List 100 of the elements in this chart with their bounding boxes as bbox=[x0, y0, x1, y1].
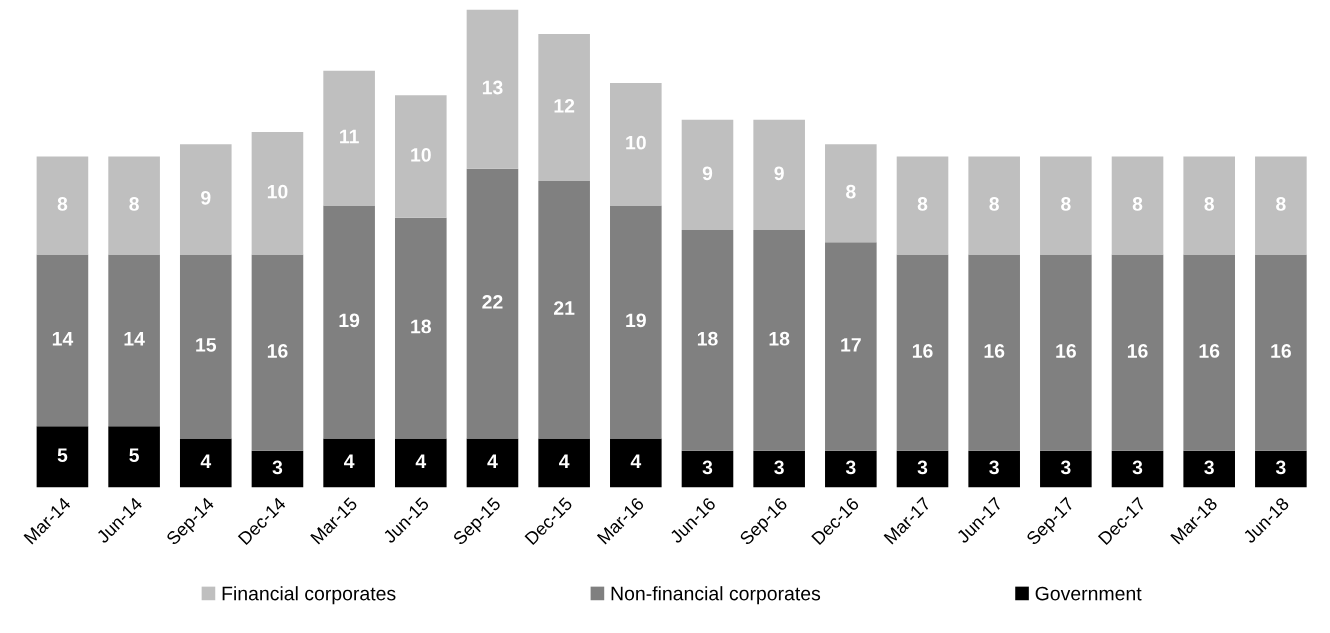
bar bbox=[466, 438, 519, 488]
bar bbox=[323, 70, 375, 206]
data-label: 18 bbox=[769, 331, 790, 346]
bar bbox=[825, 242, 877, 451]
data-label: 12 bbox=[554, 98, 575, 113]
bar bbox=[825, 144, 877, 243]
data-label: 3 bbox=[845, 460, 856, 475]
data-label: 11 bbox=[340, 129, 359, 144]
data-label: 21 bbox=[554, 301, 575, 315]
data-label: 8 bbox=[57, 197, 68, 211]
bar bbox=[36, 156, 89, 255]
bar bbox=[896, 156, 949, 255]
bar bbox=[179, 144, 232, 255]
data-label: 14 bbox=[52, 332, 74, 346]
data-label: 10 bbox=[626, 135, 646, 150]
bar bbox=[610, 83, 662, 206]
data-label: 9 bbox=[702, 166, 713, 181]
bar bbox=[896, 254, 949, 451]
bar bbox=[36, 254, 89, 427]
data-label: 15 bbox=[196, 338, 217, 352]
data-label: 4 bbox=[415, 454, 427, 468]
bar bbox=[251, 132, 304, 255]
bar bbox=[179, 254, 232, 439]
data-label: 13 bbox=[482, 80, 503, 95]
bar bbox=[466, 168, 519, 439]
data-label: 19 bbox=[339, 313, 360, 328]
bar bbox=[968, 450, 1020, 488]
bar bbox=[108, 426, 160, 488]
legend-label: Non-financial corporates bbox=[611, 586, 821, 605]
data-label: 8 bbox=[846, 184, 856, 199]
bar bbox=[1255, 450, 1307, 488]
data-label: 3 bbox=[1275, 460, 1286, 475]
bar bbox=[1040, 450, 1092, 488]
bar bbox=[538, 438, 590, 488]
bar bbox=[538, 34, 590, 182]
data-label: 3 bbox=[702, 460, 713, 475]
bar bbox=[1255, 254, 1307, 451]
bar bbox=[395, 95, 447, 218]
data-label: 10 bbox=[411, 148, 431, 162]
bar bbox=[968, 254, 1020, 451]
bar bbox=[1111, 156, 1164, 255]
bar bbox=[323, 205, 375, 439]
data-label: 16 bbox=[1127, 344, 1148, 358]
bar bbox=[251, 450, 304, 488]
data-label: 5 bbox=[129, 448, 139, 462]
data-label: 16 bbox=[1199, 344, 1220, 358]
bar bbox=[681, 450, 734, 488]
bar bbox=[179, 438, 232, 488]
bar bbox=[1183, 156, 1235, 255]
data-label: 4 bbox=[487, 454, 498, 468]
data-label: 17 bbox=[841, 338, 861, 352]
bar bbox=[1255, 156, 1307, 255]
bar bbox=[108, 156, 160, 255]
data-label: 8 bbox=[1276, 197, 1286, 211]
legend-label: Financial corporates bbox=[222, 586, 396, 605]
data-label: 8 bbox=[917, 197, 928, 211]
bar bbox=[1111, 450, 1164, 488]
bar bbox=[753, 119, 805, 231]
data-label: 9 bbox=[774, 166, 784, 181]
data-label: 8 bbox=[129, 197, 139, 211]
data-label: 18 bbox=[411, 319, 432, 334]
bar bbox=[610, 438, 662, 488]
bar bbox=[753, 450, 805, 488]
legend-label: Government bbox=[1035, 586, 1142, 601]
data-label: 4 bbox=[559, 454, 570, 468]
bar bbox=[395, 438, 447, 488]
bar bbox=[1183, 254, 1235, 451]
bar bbox=[538, 181, 590, 439]
data-label: 8 bbox=[1061, 197, 1071, 211]
data-label: 4 bbox=[200, 454, 212, 468]
data-label: 3 bbox=[989, 460, 999, 475]
bar bbox=[825, 450, 877, 488]
data-label: 3 bbox=[272, 460, 283, 475]
data-label: 3 bbox=[917, 460, 928, 475]
bar bbox=[1183, 450, 1235, 488]
data-label: 4 bbox=[630, 454, 642, 468]
data-label: 16 bbox=[267, 344, 288, 358]
data-label: 3 bbox=[774, 460, 784, 475]
data-label: 19 bbox=[626, 313, 646, 328]
data-label: 3 bbox=[1204, 460, 1214, 475]
data-label: 16 bbox=[1056, 344, 1076, 358]
data-label: 16 bbox=[912, 344, 933, 358]
bar bbox=[610, 205, 662, 439]
bar bbox=[108, 254, 160, 427]
bar bbox=[36, 426, 89, 488]
bar bbox=[323, 438, 375, 488]
data-label: 8 bbox=[1204, 197, 1214, 211]
data-label: 18 bbox=[697, 331, 718, 346]
data-label: 16 bbox=[984, 344, 1005, 358]
bar bbox=[1040, 254, 1092, 451]
data-label: 14 bbox=[124, 332, 145, 346]
data-label: 8 bbox=[989, 197, 999, 211]
bar bbox=[395, 217, 447, 439]
data-label: 3 bbox=[1060, 460, 1071, 475]
data-label: 8 bbox=[1132, 197, 1143, 211]
bar bbox=[251, 254, 304, 451]
data-label: 22 bbox=[482, 295, 503, 309]
bar bbox=[1111, 254, 1164, 451]
bar bbox=[466, 9, 519, 169]
data-label: 16 bbox=[1271, 344, 1291, 358]
